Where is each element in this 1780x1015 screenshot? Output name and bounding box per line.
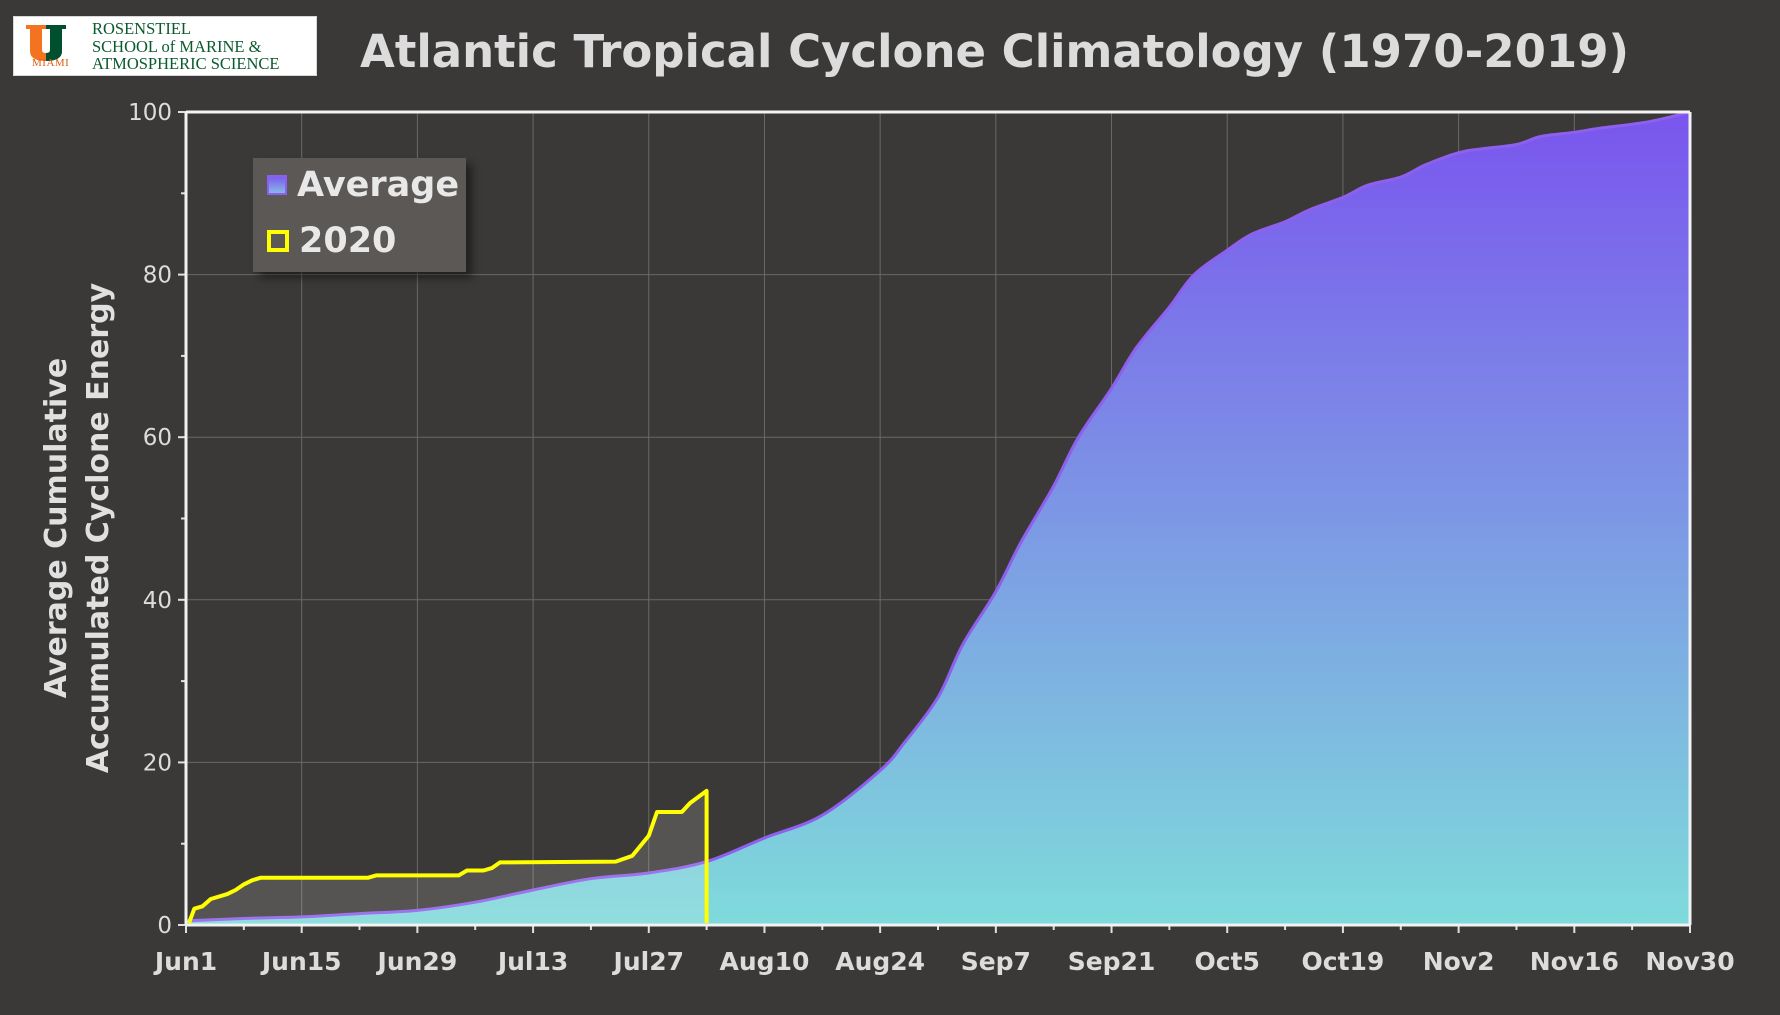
logo: MIAMI ROSENSTIEL SCHOOL of MARINE & ATMO… bbox=[13, 16, 317, 76]
x-tick-label: Sep21 bbox=[1068, 947, 1156, 976]
x-tick-label: Jun15 bbox=[260, 947, 342, 976]
x-tick-label: Aug10 bbox=[720, 947, 810, 976]
y-tick-labels: 0 20 40 60 80 100 bbox=[128, 100, 172, 939]
chart-title: Atlantic Tropical Cyclone Climatology (1… bbox=[360, 25, 1630, 78]
legend-item-2020: 2020 bbox=[267, 221, 396, 261]
legend-label-2020: 2020 bbox=[299, 221, 397, 261]
x-tick-labels: Jun1 Jun15 Jun29 Jul13 Jul27 Aug10 Aug24 Sep7 Se… bbox=[153, 947, 1735, 976]
y-tick-label: 100 bbox=[128, 100, 172, 126]
legend-swatch-2020 bbox=[267, 230, 289, 252]
logo-school-name: ROSENSTIEL SCHOOL of MARINE & ATMOSPHERI… bbox=[92, 20, 280, 73]
x-tick-label: Jul13 bbox=[496, 947, 568, 976]
university-of-miami-u-logo-icon bbox=[26, 25, 66, 61]
legend-item-average: Average bbox=[267, 165, 459, 205]
average-line bbox=[185, 110, 1691, 923]
logo-line-2: SCHOOL of MARINE & bbox=[92, 36, 262, 56]
x-tick-label: Aug24 bbox=[835, 947, 925, 976]
x-tick-label: Sep7 bbox=[961, 947, 1031, 976]
axes bbox=[178, 110, 1692, 933]
y-tick-label: 40 bbox=[143, 588, 172, 614]
x-tick-label: Nov16 bbox=[1530, 947, 1619, 976]
series-2020-fill bbox=[189, 790, 707, 923]
legend-swatch-average bbox=[267, 175, 287, 195]
x-tick-label: Oct19 bbox=[1302, 947, 1385, 976]
logo-miami-text: MIAMI bbox=[32, 57, 70, 69]
logo-line-1: ROSENSTIEL bbox=[92, 19, 191, 38]
x-tick-label: Nov30 bbox=[1645, 947, 1734, 976]
legend: Average 2020 bbox=[253, 158, 466, 272]
x-tick-label: Nov2 bbox=[1423, 947, 1495, 976]
y-tick-label: 0 bbox=[157, 913, 172, 939]
y-tick-label: 20 bbox=[143, 750, 172, 776]
series-2020-line bbox=[187, 788, 709, 924]
x-tick-label: Oct5 bbox=[1195, 947, 1260, 976]
y-tick-label: 60 bbox=[143, 425, 172, 451]
x-tick-label: Jul27 bbox=[612, 947, 684, 976]
legend-label-average: Average bbox=[297, 165, 460, 205]
average-area bbox=[186, 112, 1690, 925]
y-tick-label: 80 bbox=[143, 263, 172, 289]
x-tick-label: Jun29 bbox=[376, 947, 458, 976]
x-tick-label: Jun1 bbox=[153, 947, 217, 976]
logo-line-3: ATMOSPHERIC SCIENCE bbox=[92, 54, 280, 73]
